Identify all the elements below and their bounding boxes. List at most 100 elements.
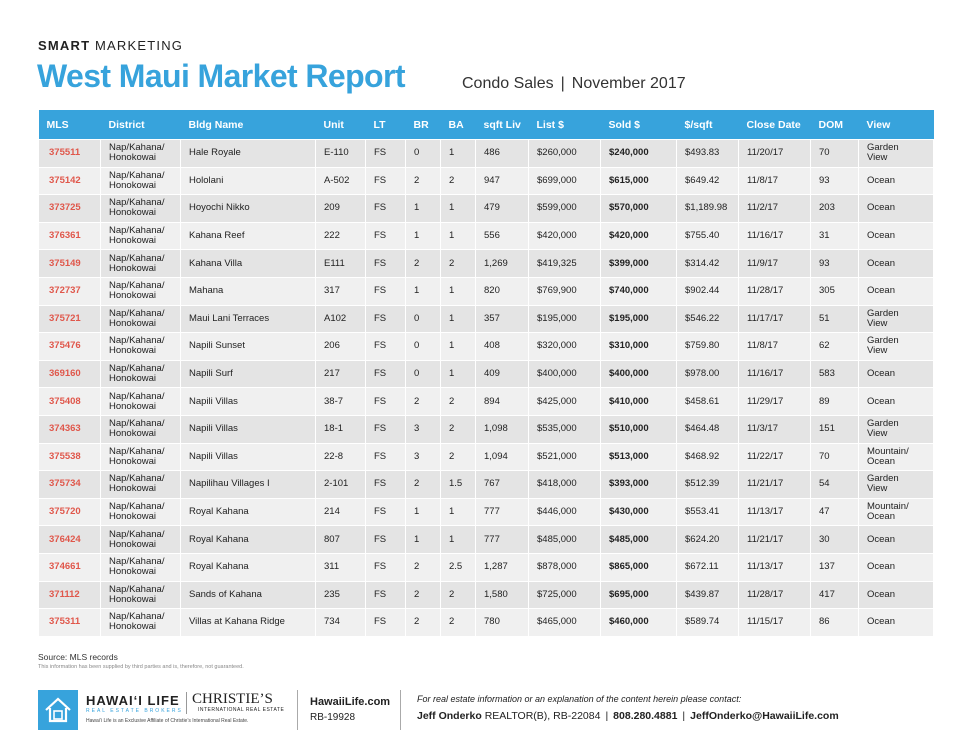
table-cell: $521,000 [528, 442, 601, 472]
table-cell: 2 [440, 249, 476, 278]
table-cell: 54 [810, 470, 859, 499]
table-cell: Hale Royale [180, 139, 316, 168]
table-cell: Garden View [858, 332, 934, 361]
affiliate: Hawai‘i Life is an Exclusive Affiliate o… [86, 718, 249, 724]
table-cell: $310,000 [600, 332, 677, 361]
table-cell: 137 [810, 552, 859, 582]
table-cell: 11/8/17 [738, 332, 811, 361]
column-header: District [100, 110, 181, 140]
table-cell: 479 [475, 194, 529, 223]
table-cell: $460,000 [600, 608, 677, 637]
table-cell: 369160 [38, 359, 101, 389]
table-row: 375149 Nap/Kahana/ Honokowai Kahana Villa E… [38, 249, 934, 278]
table-cell: 11/21/17 [738, 470, 811, 499]
christies-sub: INTERNATIONAL REAL ESTATE [198, 707, 285, 713]
table-cell: 3 [405, 414, 441, 444]
divider [186, 692, 187, 714]
table-cell: 375511 [38, 139, 101, 168]
table-cell: 235 [315, 580, 366, 610]
table-cell: 2 [440, 442, 476, 472]
table-cell: FS [365, 249, 406, 278]
column-header: MLS [38, 110, 101, 140]
table-cell: Hoyochi Nikko [180, 194, 316, 223]
table-cell: 38-7 [315, 387, 366, 416]
table-cell: 2 [405, 552, 441, 582]
table-cell: E111 [315, 249, 366, 278]
table-cell: Nap/Kahana/ Honokowai [100, 442, 181, 472]
table-cell: 317 [315, 276, 366, 306]
table-row: 375538 Nap/Kahana/ Honokowai Napili Villas… [38, 442, 934, 472]
table-cell: 409 [475, 359, 529, 389]
table-cell: Nap/Kahana/ Honokowai [100, 580, 181, 610]
table-cell: 11/22/17 [738, 442, 811, 472]
table-row: 376361 Nap/Kahana/ Honokowai Kahana Reef 22… [38, 221, 934, 251]
table-cell: 11/13/17 [738, 497, 811, 527]
table-cell: Nap/Kahana/ Honokowai [100, 387, 181, 416]
table-cell: 11/16/17 [738, 221, 811, 251]
table-cell: $314.42 [676, 249, 739, 278]
table-cell: 1 [440, 139, 476, 168]
table-cell: Napili Villas [180, 442, 316, 472]
table-cell: 375149 [38, 249, 101, 278]
table-cell: Nap/Kahana/ Honokowai [100, 332, 181, 361]
table-cell: 375311 [38, 608, 101, 637]
separator: | [682, 710, 686, 722]
table-cell: Kahana Reef [180, 221, 316, 251]
column-header: Close Date [738, 110, 811, 140]
table-cell: 62 [810, 332, 859, 361]
table-cell: 311 [315, 552, 366, 582]
table-cell: 408 [475, 332, 529, 361]
table-cell: 2 [440, 580, 476, 610]
table-cell: Nap/Kahana/ Honokowai [100, 304, 181, 334]
source: Source: MLS records [38, 652, 118, 662]
table-cell: 376424 [38, 525, 101, 554]
table-cell: FS [365, 442, 406, 472]
table-cell: $195,000 [600, 304, 677, 334]
table-cell: Nap/Kahana/ Honokowai [100, 414, 181, 444]
table-cell: 11/9/17 [738, 249, 811, 278]
table-cell: 1,094 [475, 442, 529, 472]
table-cell: FS [365, 221, 406, 251]
table-row: 375734 Nap/Kahana/ Honokowai Napilihau Vil… [38, 470, 934, 499]
table-cell: 1,287 [475, 552, 529, 582]
column-header: List $ [528, 110, 601, 140]
table-cell: 556 [475, 221, 529, 251]
table-cell: FS [365, 552, 406, 582]
table-cell: Nap/Kahana/ Honokowai [100, 525, 181, 554]
table-cell: $320,000 [528, 332, 601, 361]
table-cell: FS [365, 608, 406, 637]
table-cell: $1,189.98 [676, 194, 739, 223]
table-cell: $400,000 [528, 359, 601, 389]
table-cell: 1 [440, 359, 476, 389]
table-cell: 1 [405, 194, 441, 223]
table-cell: Ocean [858, 166, 934, 196]
table-row: 375511 Nap/Kahana/ Honokowai Hale Royale E-… [38, 139, 934, 168]
table-cell: $599,000 [528, 194, 601, 223]
column-header: Sold $ [600, 110, 677, 140]
table-row: 371112 Nap/Kahana/ Honokowai Sands of Kaha… [38, 580, 934, 610]
table-cell: A102 [315, 304, 366, 334]
table-cell: Mountain/ Ocean [858, 442, 934, 472]
table-cell: Nap/Kahana/ Honokowai [100, 221, 181, 251]
table-cell: 777 [475, 525, 529, 554]
site: HawaiiLife.com [310, 696, 391, 708]
table-cell: 375408 [38, 387, 101, 416]
table-cell: Nap/Kahana/ Honokowai [100, 139, 181, 168]
brand: HAWAI‘I LIFE [86, 693, 180, 708]
table-cell: 89 [810, 387, 859, 416]
table-cell: 93 [810, 166, 859, 196]
kicker-rest: MARKETING [95, 38, 184, 53]
table-cell: Ocean [858, 608, 934, 637]
table-row: 373725 Nap/Kahana/ Honokowai Hoyochi Nikko… [38, 194, 934, 223]
table-cell: FS [365, 194, 406, 223]
table-cell: 372737 [38, 276, 101, 306]
table-cell: FS [365, 580, 406, 610]
table-cell: 0 [405, 359, 441, 389]
table-cell: 11/16/17 [738, 359, 811, 389]
table-cell: Napilihau Villages I [180, 470, 316, 499]
table-cell: $978.00 [676, 359, 739, 389]
table-cell: 93 [810, 249, 859, 278]
table-cell: 807 [315, 525, 366, 554]
table-cell: Nap/Kahana/ Honokowai [100, 608, 181, 637]
